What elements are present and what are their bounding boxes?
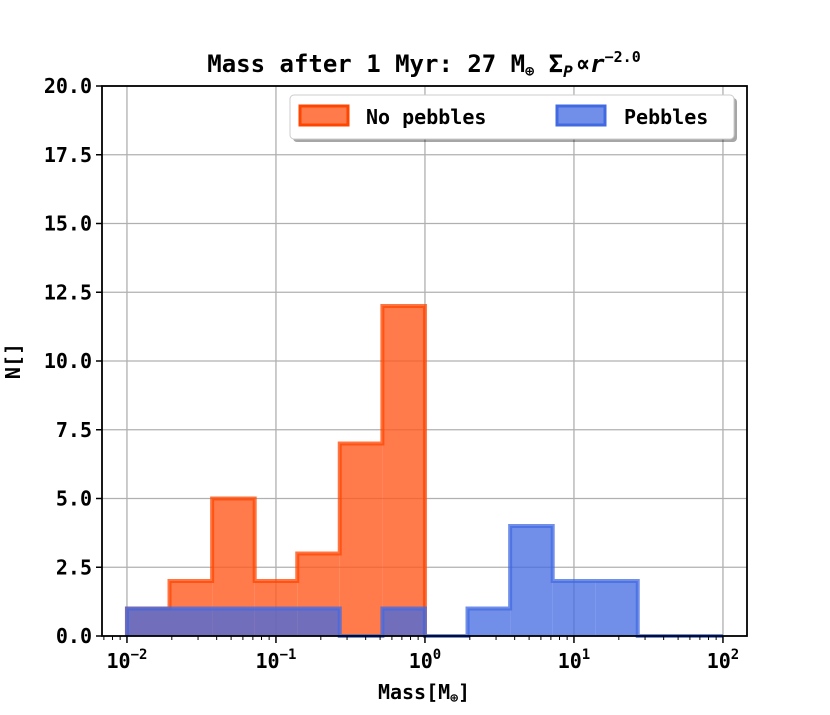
y-axis-label: N[] [1,343,25,379]
x-tick-label: 10−2 [106,647,147,673]
histogram-bar [126,608,170,636]
x-tick-label: 101 [558,647,591,673]
histogram-bar [297,608,340,636]
histogram-outline [124,304,427,636]
histogram-bar [595,581,638,636]
y-tick-label: 0.0 [56,624,92,648]
x-tick-label: 102 [707,647,740,673]
chart-title: Mass after 1 Myr: 27 M⊕ ΣP ∝r−2.0 [207,48,641,81]
x-axis-label: Mass[M⊕] [378,680,470,706]
histogram-bar [382,608,425,636]
histogram-bar [510,526,553,636]
y-tick-label: 7.5 [56,418,92,442]
y-tick-label: 2.5 [56,555,92,579]
histogram-bar [212,608,255,636]
x-tick-label: 10−1 [255,647,296,673]
histogram-bar [382,306,425,636]
histogram-bar [339,443,383,636]
histogram-bar [169,608,213,636]
y-tick-label: 12.5 [44,280,92,304]
legend-label-no-pebbles: No pebbles [366,105,486,129]
histogram-bar [552,581,596,636]
x-axis: 10−2 10−1 100 101 102 [103,636,740,673]
legend-swatch-pebbles [555,104,607,127]
legend-label-pebbles: Pebbles [624,105,708,129]
y-tick-label: 17.5 [44,143,92,167]
legend-swatch-no-pebbles [298,104,350,127]
y-tick-label: 15.0 [44,212,92,236]
y-tick-label: 10.0 [44,349,92,373]
legend: No pebbles Pebbles [289,94,737,142]
y-tick-label: 20.0 [44,74,92,98]
pebbles-series [124,524,723,638]
x-tick-label: 100 [409,647,442,673]
y-axis: 0.0 2.5 5.0 7.5 10.0 12.5 15.0 17.5 20.0 [44,74,102,648]
histogram-bar [467,608,511,636]
histogram-bar [254,608,298,636]
y-tick-label: 5.0 [56,487,92,511]
